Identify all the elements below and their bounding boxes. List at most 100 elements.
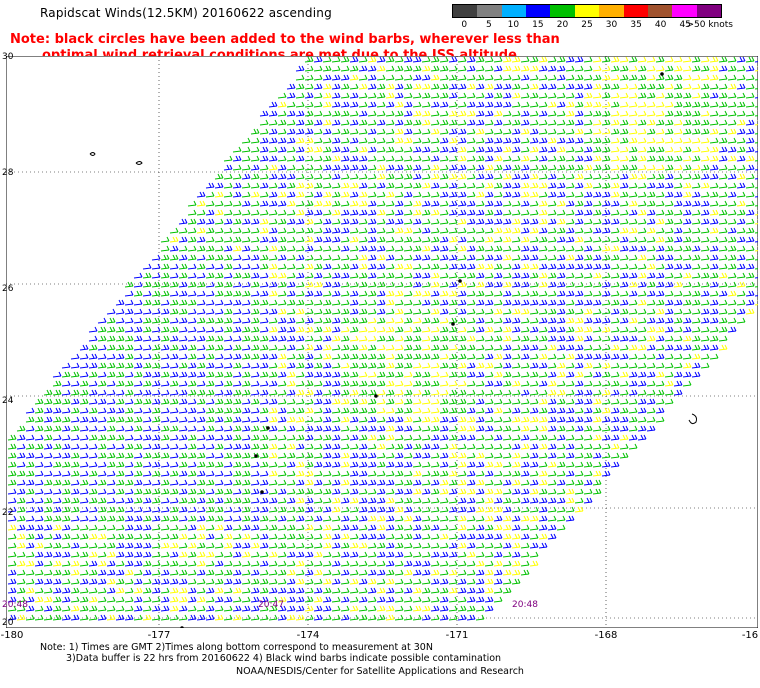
wind-barb bbox=[457, 83, 467, 90]
wind-barb bbox=[313, 83, 323, 90]
wind-barb bbox=[475, 128, 485, 135]
wind-barb bbox=[385, 74, 395, 81]
wind-barb bbox=[619, 65, 629, 72]
wind-barb bbox=[385, 83, 395, 90]
wind-barb bbox=[745, 110, 755, 117]
wind-barb bbox=[646, 56, 656, 63]
wind-barb bbox=[682, 92, 692, 99]
wind-barb bbox=[574, 65, 584, 72]
wind-barb bbox=[421, 119, 431, 126]
wind-barb bbox=[286, 92, 296, 99]
wind-barb bbox=[646, 74, 656, 81]
wind-barb bbox=[547, 56, 557, 63]
wind-barb bbox=[718, 119, 728, 126]
wind-barb bbox=[628, 65, 638, 72]
wind-barb bbox=[358, 56, 368, 63]
wind-barb bbox=[664, 110, 674, 117]
wind-barb bbox=[610, 74, 620, 81]
wind-barb bbox=[439, 128, 449, 135]
wind-barb bbox=[646, 65, 656, 72]
wind-barb bbox=[484, 74, 494, 81]
contamination-dot bbox=[266, 426, 270, 430]
wind-barb bbox=[421, 92, 431, 99]
wind-barb bbox=[511, 83, 521, 90]
wind-barb bbox=[340, 119, 350, 126]
wind-barb bbox=[691, 56, 701, 63]
wind-barb bbox=[565, 119, 575, 126]
wind-barb bbox=[466, 101, 476, 108]
wind-barb bbox=[493, 65, 503, 72]
wind-barb bbox=[538, 92, 548, 99]
wind-barb bbox=[448, 65, 458, 72]
wind-barb bbox=[313, 92, 323, 99]
wind-barb bbox=[295, 119, 305, 126]
wind-barb bbox=[475, 101, 485, 108]
wind-barb bbox=[682, 110, 692, 117]
wind-barb bbox=[439, 101, 449, 108]
wind-barb bbox=[502, 110, 512, 117]
wind-barb bbox=[448, 56, 458, 63]
color-scale-label: 10 bbox=[507, 20, 520, 30]
wind-barb bbox=[727, 74, 737, 81]
wind-barb bbox=[628, 56, 638, 63]
wind-barb bbox=[646, 110, 656, 117]
wind-barb bbox=[709, 83, 719, 90]
wind-swath bbox=[7, 56, 758, 628]
wind-barb bbox=[385, 92, 395, 99]
contamination-dot bbox=[458, 279, 462, 283]
wind-barb bbox=[367, 101, 377, 108]
footer-note-line-2: 3)Data buffer is 22 hrs from 20160622 4)… bbox=[66, 653, 502, 664]
wind-barb bbox=[709, 56, 719, 63]
wind-barb bbox=[628, 101, 638, 108]
wind-barb bbox=[349, 74, 359, 81]
wind-barb bbox=[664, 92, 674, 99]
lon-tick-168: -168 bbox=[594, 630, 618, 641]
wind-barb bbox=[439, 83, 449, 90]
wind-barb bbox=[394, 92, 404, 99]
wind-barb bbox=[583, 83, 593, 90]
wind-barb bbox=[412, 65, 422, 72]
wind-barb bbox=[259, 119, 269, 126]
wind-barb bbox=[655, 110, 665, 117]
wind-barb bbox=[367, 74, 377, 81]
wind-barb bbox=[547, 119, 557, 126]
wind-barb bbox=[727, 56, 737, 63]
wind-barb bbox=[493, 101, 503, 108]
wind-barb bbox=[457, 65, 467, 72]
wind-barb bbox=[412, 56, 422, 63]
wind-barb bbox=[376, 56, 386, 63]
wind-barb bbox=[754, 66, 758, 72]
wind-barb bbox=[682, 83, 692, 90]
wind-barb bbox=[394, 101, 404, 108]
wind-barb bbox=[295, 101, 305, 108]
wind-barb bbox=[727, 65, 737, 72]
wind-barb bbox=[358, 65, 368, 72]
wind-barb bbox=[736, 56, 746, 63]
wind-barb bbox=[736, 101, 746, 108]
wind-barb bbox=[475, 92, 485, 99]
wind-barb bbox=[736, 92, 746, 99]
wind-barb bbox=[322, 74, 332, 81]
wind-barb bbox=[448, 119, 458, 126]
wind-barb bbox=[709, 65, 719, 72]
wind-barb bbox=[259, 128, 269, 135]
color-scale-label: >50 knots bbox=[686, 20, 733, 30]
wind-barb bbox=[493, 119, 503, 126]
wind-barb bbox=[430, 92, 440, 99]
wind-barb bbox=[421, 101, 431, 108]
wind-barb bbox=[520, 74, 530, 81]
wind-barb bbox=[745, 92, 755, 99]
wind-barb bbox=[349, 128, 359, 135]
wind-barb bbox=[385, 56, 395, 63]
color-swatch bbox=[599, 5, 624, 17]
wind-barb bbox=[412, 128, 422, 135]
wind-barb bbox=[709, 119, 719, 126]
wind-barb bbox=[304, 83, 314, 90]
wind-barb bbox=[601, 92, 611, 99]
wind-barb bbox=[754, 115, 758, 117]
wind-barb bbox=[322, 128, 332, 135]
wind-barb bbox=[664, 74, 674, 81]
wind-barb bbox=[295, 128, 305, 135]
wind-barb bbox=[340, 83, 350, 90]
wind-barb bbox=[574, 74, 584, 81]
